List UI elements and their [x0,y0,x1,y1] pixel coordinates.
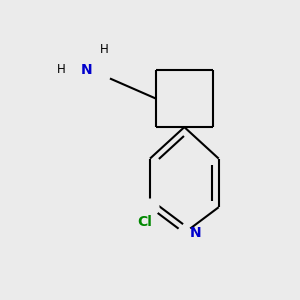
Text: Cl: Cl [137,214,152,229]
Text: H: H [57,63,66,76]
Text: N: N [81,63,93,77]
Text: N: N [190,226,202,240]
Text: H: H [100,44,109,56]
